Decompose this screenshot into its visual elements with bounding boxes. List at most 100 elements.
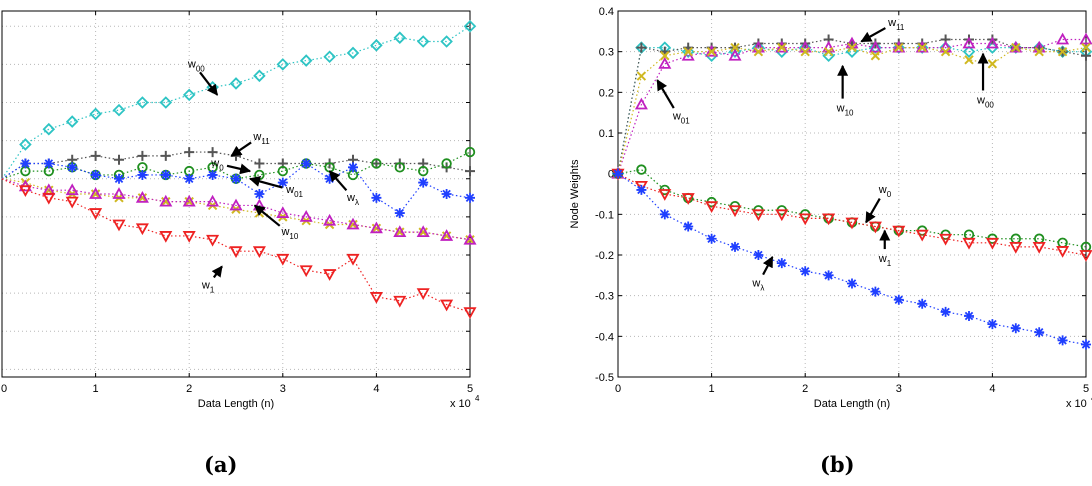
point-w1 bbox=[892, 225, 906, 238]
point-w1 bbox=[229, 246, 243, 259]
point-w01 bbox=[847, 42, 857, 53]
point-w10 bbox=[65, 183, 79, 196]
point-wlambda bbox=[137, 169, 148, 180]
point-w00 bbox=[182, 88, 196, 102]
point-w01 bbox=[730, 42, 740, 53]
point-w00 bbox=[962, 45, 976, 58]
point-w00 bbox=[89, 107, 102, 121]
point-wlambda bbox=[1034, 327, 1045, 338]
point-wlambda bbox=[184, 173, 195, 184]
point-wlambda bbox=[847, 278, 857, 289]
point-w01 bbox=[465, 235, 475, 245]
x-exponent-label: x 10 bbox=[450, 398, 471, 410]
point-wlambda bbox=[231, 173, 241, 184]
point-w1 bbox=[463, 307, 477, 320]
point-w01 bbox=[777, 42, 787, 53]
point-wlambda bbox=[753, 250, 764, 260]
point-w10 bbox=[463, 232, 477, 245]
y-tick-label: 0.3 bbox=[599, 47, 614, 59]
point-wlambda bbox=[20, 158, 31, 169]
chart-b: 0 1 2 3 4 5-0.5-0.4-0.3-0.2-0.100.10.20.30.4D… bbox=[569, 6, 1092, 410]
annotation-label: w11 bbox=[252, 131, 270, 146]
caption-a: (a) bbox=[204, 452, 238, 477]
point-w11 bbox=[1081, 50, 1091, 61]
point-w1 bbox=[252, 246, 266, 259]
point-w10 bbox=[369, 221, 383, 234]
point-w0 bbox=[636, 164, 647, 175]
point-w0 bbox=[277, 165, 289, 177]
point-w01 bbox=[395, 227, 405, 237]
point-w00 bbox=[136, 96, 149, 109]
x-tick-label: 1 bbox=[93, 383, 99, 395]
point-w11 bbox=[184, 147, 195, 158]
point-wlambda bbox=[160, 169, 171, 180]
point-w1 bbox=[962, 237, 976, 250]
x-tick-label: 2 bbox=[186, 383, 192, 395]
series-wlambda bbox=[613, 168, 1091, 350]
point-w01 bbox=[1011, 42, 1021, 53]
x-tick-label: 4 bbox=[373, 383, 379, 395]
point-w1 bbox=[1056, 246, 1070, 258]
point-w11 bbox=[465, 166, 475, 177]
point-w01 bbox=[870, 51, 881, 61]
x-tick-label: 0 bbox=[615, 383, 621, 395]
point-w01 bbox=[753, 46, 764, 57]
point-w1 bbox=[393, 295, 407, 308]
annotation-label: w0 bbox=[878, 184, 892, 199]
point-w1 bbox=[822, 213, 836, 226]
point-w1 bbox=[1009, 241, 1023, 254]
y-tick-label: -0.2 bbox=[595, 250, 614, 262]
point-w11 bbox=[636, 42, 647, 53]
annotation-subscript: 0 bbox=[219, 164, 224, 173]
x-exponent-label: x 10 bbox=[1066, 398, 1087, 410]
annotation-wλ: wλ bbox=[328, 170, 359, 207]
point-wlambda bbox=[1057, 335, 1068, 346]
point-w01 bbox=[636, 71, 647, 81]
point-w10 bbox=[985, 36, 999, 49]
annotation-arrow bbox=[230, 141, 252, 157]
point-wlambda bbox=[940, 306, 951, 317]
point-w1 bbox=[206, 234, 220, 247]
annotation-subscript: 11 bbox=[896, 23, 905, 32]
point-w00 bbox=[276, 58, 290, 71]
point-w00 bbox=[346, 46, 360, 60]
series-line-w0 bbox=[1, 151, 471, 180]
point-w10 bbox=[112, 187, 126, 199]
point-w1 bbox=[1032, 241, 1046, 254]
point-w11 bbox=[114, 154, 124, 165]
point-w10 bbox=[634, 97, 648, 110]
point-w1 bbox=[775, 209, 789, 222]
x-tick-label: 1 bbox=[709, 383, 715, 395]
x-tick-label: 0 bbox=[1, 383, 7, 395]
annotation-label: w01 bbox=[672, 111, 690, 126]
annotation-label: wλ bbox=[751, 277, 764, 292]
point-w0 bbox=[1010, 233, 1022, 244]
annotation-label: w1 bbox=[878, 253, 892, 268]
annotation-label: w1 bbox=[201, 280, 215, 295]
point-w10 bbox=[182, 194, 196, 207]
series-w01 bbox=[613, 42, 1091, 179]
point-wlambda bbox=[706, 233, 717, 244]
x-tick-label: 3 bbox=[280, 383, 286, 395]
x-tick-label: 5 bbox=[1083, 383, 1089, 395]
point-w1 bbox=[89, 208, 103, 220]
annotation-subscript: 11 bbox=[261, 137, 270, 146]
point-w10 bbox=[1009, 40, 1023, 53]
annotation-w10: w10 bbox=[253, 204, 299, 241]
point-wlambda bbox=[277, 177, 288, 188]
point-wlambda bbox=[394, 208, 405, 219]
point-w00 bbox=[393, 31, 407, 44]
caption-b: (b) bbox=[820, 452, 855, 477]
point-w01 bbox=[706, 46, 717, 57]
point-w10 bbox=[775, 40, 789, 53]
point-wlambda bbox=[254, 189, 265, 199]
point-w00 bbox=[42, 122, 56, 136]
point-w11 bbox=[160, 150, 171, 161]
point-w00 bbox=[416, 35, 430, 48]
point-w10 bbox=[915, 40, 929, 53]
annotation-label: w00 bbox=[976, 94, 994, 109]
point-w01 bbox=[894, 42, 904, 53]
annotation-subscript: 01 bbox=[294, 190, 303, 199]
y-tick-label: -0.4 bbox=[595, 331, 614, 343]
